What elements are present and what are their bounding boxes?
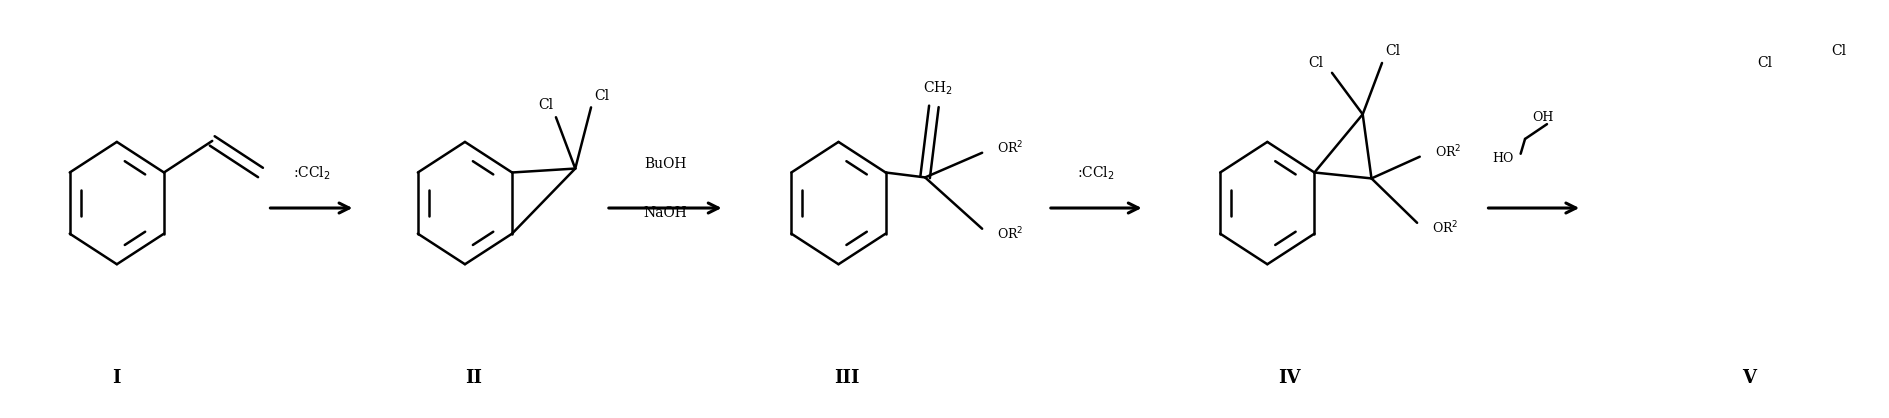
Text: II: II bbox=[465, 369, 482, 387]
Text: :CCl$_2$: :CCl$_2$ bbox=[1077, 165, 1115, 182]
Text: Cl: Cl bbox=[1830, 44, 1846, 58]
Text: NaOH: NaOH bbox=[644, 206, 688, 220]
Text: OR$^2$: OR$^2$ bbox=[1432, 219, 1458, 236]
Text: OR$^2$: OR$^2$ bbox=[1434, 143, 1460, 160]
Text: IV: IV bbox=[1279, 369, 1300, 387]
Text: Cl: Cl bbox=[1309, 56, 1324, 70]
Text: Cl: Cl bbox=[1757, 56, 1772, 70]
Text: OH: OH bbox=[1532, 111, 1553, 124]
Text: :CCl$_2$: :CCl$_2$ bbox=[293, 165, 331, 182]
Text: Cl: Cl bbox=[1385, 44, 1400, 58]
Text: III: III bbox=[835, 369, 859, 387]
Text: HO: HO bbox=[1492, 152, 1513, 165]
Text: OR$^2$: OR$^2$ bbox=[997, 225, 1024, 242]
Text: CH$_2$: CH$_2$ bbox=[924, 80, 954, 97]
Text: Cl: Cl bbox=[538, 98, 553, 112]
Text: Cl: Cl bbox=[593, 89, 608, 102]
Text: V: V bbox=[1742, 369, 1755, 387]
Text: OR$^2$: OR$^2$ bbox=[997, 140, 1024, 156]
Text: I: I bbox=[113, 369, 121, 387]
Text: BuOH: BuOH bbox=[644, 157, 686, 171]
